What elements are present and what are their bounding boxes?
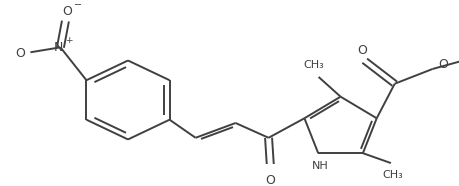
Text: O: O — [62, 5, 73, 18]
Text: −: − — [74, 0, 83, 10]
Text: CH₃: CH₃ — [303, 60, 324, 70]
Text: +: + — [65, 36, 72, 45]
Text: O: O — [438, 58, 448, 71]
Text: O: O — [357, 44, 367, 57]
Text: N: N — [54, 41, 63, 54]
Text: NH: NH — [312, 161, 329, 171]
Text: CH₃: CH₃ — [382, 170, 403, 179]
Text: O: O — [266, 174, 275, 186]
Text: O: O — [16, 47, 25, 60]
